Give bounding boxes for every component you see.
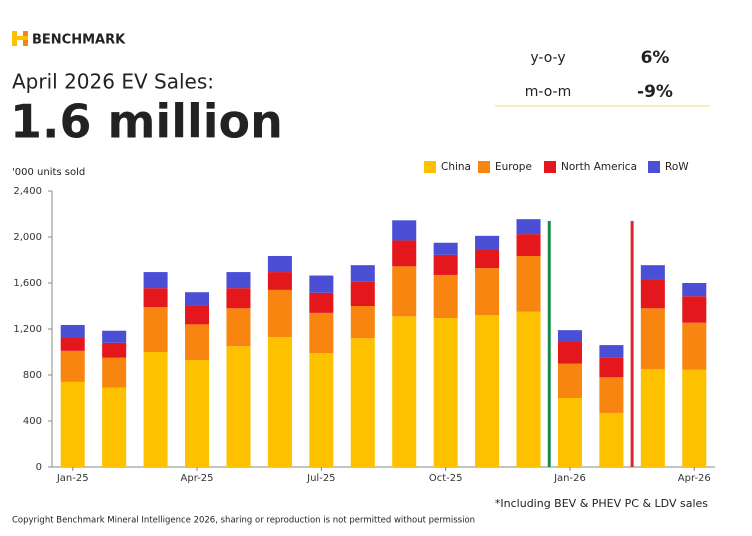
bar-segment: [143, 288, 168, 308]
bar-segment: [640, 279, 665, 309]
bar-segment: [392, 220, 417, 241]
legend-label: RoW: [665, 161, 689, 173]
y-tick-label: 1,600: [13, 278, 42, 289]
legend-swatch: [478, 161, 490, 173]
legend-swatch: [544, 161, 556, 173]
bar-segment: [226, 308, 251, 347]
bar-segment: [60, 350, 85, 382]
bar-segment: [102, 357, 127, 388]
bar-segment: [185, 305, 210, 325]
bar-segment: [682, 322, 707, 370]
bar-segment: [267, 337, 292, 467]
bar-segment: [143, 352, 168, 467]
bar-segment: [392, 240, 417, 267]
bar-segment: [433, 242, 458, 255]
bar-segment: [599, 412, 624, 467]
x-tick-label: Jan-26: [553, 473, 586, 484]
y-tick-label: 1,200: [13, 324, 42, 335]
legend-label: Europe: [495, 161, 532, 173]
bar-segment: [185, 324, 210, 361]
copyright: Copyright Benchmark Mineral Intelligence…: [12, 516, 475, 526]
bar-segment: [557, 330, 582, 342]
bar-segment: [433, 318, 458, 467]
bar-segment: [309, 275, 334, 293]
y-tick-label: 2,400: [13, 186, 42, 197]
bar-segment: [350, 265, 375, 282]
bar-segment: [102, 342, 127, 358]
bar-segment: [475, 268, 500, 316]
bar-segment: [392, 266, 417, 317]
bar-segment: [226, 346, 251, 467]
legend-swatch: [424, 161, 436, 173]
kpi-value: -9%: [637, 82, 673, 102]
bar-segment: [143, 307, 168, 352]
bar-segment: [640, 369, 665, 467]
bar-segment: [267, 272, 292, 290]
logo-icon: [12, 31, 28, 46]
bar-segment: [516, 311, 541, 467]
bar-segment: [475, 315, 500, 467]
kpi-value: 6%: [641, 48, 670, 68]
bar-segment: [350, 281, 375, 306]
bar-segment: [433, 254, 458, 275]
bar-segment: [516, 219, 541, 235]
bar-segment: [475, 249, 500, 269]
x-tick-label: Apr-25: [181, 473, 214, 484]
y-tick-label: 800: [23, 370, 42, 381]
bar-segment: [682, 369, 707, 467]
y-tick-label: 0: [36, 462, 42, 473]
bar-segment: [516, 255, 541, 312]
bar-segment: [599, 345, 624, 358]
x-tick-label: Apr-26: [678, 473, 711, 484]
bar-segment: [599, 357, 624, 378]
bar-segment: [475, 235, 500, 250]
footnote: *Including BEV & PHEV PC & LDV sales: [495, 497, 708, 510]
bar-segment: [60, 337, 85, 351]
headline: 1.6 million: [10, 95, 283, 149]
bar-segment: [185, 360, 210, 467]
x-tick-label: Oct-25: [429, 473, 463, 484]
bar-segment: [599, 377, 624, 413]
bar-segment: [309, 292, 334, 313]
bar-segment: [60, 381, 85, 467]
legend-swatch: [648, 161, 660, 173]
bar-segment: [267, 255, 292, 273]
bar-segment: [433, 274, 458, 319]
bar-segment: [640, 308, 665, 370]
bar-segment: [557, 398, 582, 467]
bar-segment: [226, 288, 251, 309]
bar-segment: [309, 353, 334, 467]
bar-segment: [516, 234, 541, 256]
kpi-label: y-o-y: [530, 50, 565, 66]
title: April 2026 EV Sales:: [12, 70, 214, 94]
bar-segment: [557, 341, 582, 364]
bar-segment: [102, 387, 127, 467]
y-tick-label: 2,000: [13, 232, 42, 243]
bar-segment: [392, 316, 417, 467]
y-axis-label: '000 units sold: [12, 167, 85, 178]
x-tick-label: Jan-25: [56, 473, 89, 484]
bar-segment: [640, 265, 665, 280]
bar-segment: [557, 363, 582, 398]
bar-segment: [309, 312, 334, 354]
bar-segment: [143, 272, 168, 289]
bar-segment: [226, 272, 251, 289]
bar-segment: [60, 324, 85, 338]
bar-segment: [267, 289, 292, 338]
bar-segment: [682, 296, 707, 323]
brand: BENCHMARK: [32, 33, 126, 48]
legend-label: North America: [561, 161, 637, 173]
legend-label: China: [441, 161, 471, 173]
bar-segment: [185, 292, 210, 306]
bar-segment: [350, 338, 375, 467]
bar-segment: [350, 306, 375, 339]
bar-segment: [102, 330, 127, 343]
kpi-label: m-o-m: [525, 84, 571, 100]
x-tick-label: Jul-25: [306, 473, 335, 484]
y-tick-label: 400: [23, 416, 42, 427]
bar-segment: [682, 283, 707, 297]
